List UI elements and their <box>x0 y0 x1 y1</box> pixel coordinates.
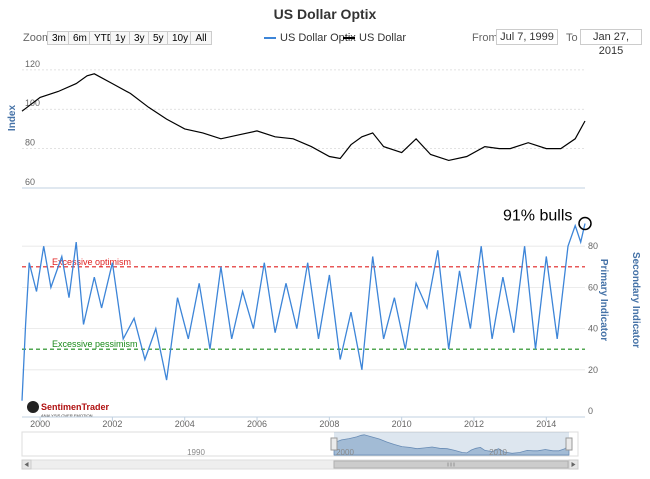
range-to-input[interactable]: Jan 27, 2015 <box>580 29 642 57</box>
legend-item-optix[interactable]: US Dollar Optix <box>264 32 356 44</box>
primary-indicator-title: Primary Indicator <box>598 259 609 341</box>
navigator-years: 1990 2000 2010 <box>187 448 507 457</box>
scrollbar-grip-icon <box>447 462 455 467</box>
lower-tick-label: 80 <box>588 241 598 251</box>
upper-tick-label: 60 <box>25 177 35 187</box>
zoom-button-5y[interactable]: 5y <box>148 31 168 45</box>
legend-swatch-dollar <box>343 37 355 40</box>
lower-axis-ticks: 0 20 40 60 80 <box>588 241 598 416</box>
bulls-callout-circle <box>578 216 592 231</box>
x-tick-label: 2008 <box>319 419 339 429</box>
navigator-selection[interactable] <box>334 432 569 456</box>
x-tick-label: 2012 <box>464 419 484 429</box>
navigator[interactable]: 1990 2000 2010 <box>21 431 579 457</box>
navigator-year-label: 2010 <box>489 448 507 457</box>
sentimentrader-logo: SentimenTrader ANALYSIS OVER EMOTION <box>27 401 110 418</box>
bulls-annotation: 91% bulls <box>503 208 572 225</box>
x-tick-label: 2006 <box>247 419 267 429</box>
x-axis-ticks: 2000 2002 2004 2006 2008 2010 2012 2014 <box>22 416 585 429</box>
scroll-left-arrow-icon <box>24 462 29 467</box>
lower-tick-label: 20 <box>588 365 598 375</box>
excessive-pessimism-label: Excessive pessimism <box>52 339 138 349</box>
navigator-year-label: 2000 <box>336 448 354 457</box>
range-to-label: To <box>566 32 578 44</box>
logo-name: SentimenTrader <box>41 402 110 412</box>
x-tick-label: 2000 <box>30 419 50 429</box>
legend-item-dollar[interactable]: US Dollar <box>343 32 406 44</box>
logo-mark-icon <box>27 401 39 413</box>
zoom-button-all[interactable]: All <box>190 31 212 45</box>
x-tick-label: 2002 <box>102 419 122 429</box>
zoom-button-ytd[interactable]: YTD <box>89 31 114 45</box>
logo-tagline: ANALYSIS OVER EMOTION <box>41 413 93 418</box>
gridlines <box>22 69 585 371</box>
legend-label-dollar: US Dollar <box>359 32 407 44</box>
upper-tick-label: 80 <box>25 138 35 148</box>
lower-tick-label: 60 <box>588 282 598 292</box>
zoom-label: Zoom <box>23 32 52 44</box>
x-tick-label: 2010 <box>392 419 412 429</box>
legend-swatch-optix <box>264 37 276 40</box>
navigator-area <box>333 434 570 456</box>
navigator-handle-left[interactable] <box>330 437 338 451</box>
navigator-year-label: 1990 <box>187 448 205 457</box>
range-from-label: From <box>472 32 498 44</box>
excessive-optimism-label: Excessive optimism <box>52 257 131 267</box>
x-tick-label: 2004 <box>175 419 195 429</box>
upper-axis-title: Index <box>7 105 18 132</box>
upper-tick-label: 120 <box>25 59 40 69</box>
legend-label-optix: US Dollar Optix <box>280 32 356 44</box>
lower-tick-label: 0 <box>588 406 593 416</box>
chart-title: US Dollar Optix <box>273 6 377 22</box>
x-tick-label: 2014 <box>536 419 556 429</box>
range-from-input[interactable]: Jul 7, 1999 <box>496 29 558 45</box>
secondary-indicator-title: Secondary Indicator <box>630 252 641 348</box>
lower-tick-label: 40 <box>588 324 598 334</box>
optix-line <box>21 223 586 401</box>
navigator-scrollbar[interactable] <box>21 459 579 470</box>
scroll-right-arrow-icon <box>571 462 576 467</box>
us-dollar-line <box>21 73 586 162</box>
navigator-handle-right[interactable] <box>565 437 573 451</box>
